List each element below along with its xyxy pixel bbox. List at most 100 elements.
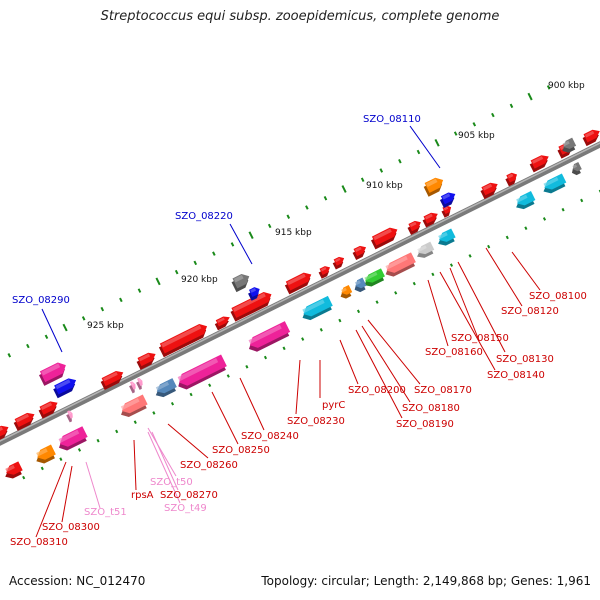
leader-line [339,339,359,385]
gene-sheen [138,378,141,382]
gene-label[interactable]: SZO_08120 [501,306,559,317]
gene-body [583,129,600,143]
ruler-label: 920 kbp [181,275,218,285]
trna-gene[interactable] [65,410,76,423]
gene-label[interactable]: SZO_08200 [348,385,406,396]
gene-sheen [373,228,392,241]
gene-label[interactable]: SZO_08270 [160,490,218,501]
reverse-gene[interactable] [435,228,457,248]
gene-label[interactable]: SZO_08300 [42,522,100,533]
outer-gene[interactable] [422,175,447,197]
reverse-gene[interactable] [33,444,58,467]
gene-label[interactable]: SZO_08180 [402,403,460,414]
ruler-tick [546,85,551,90]
trna-gene[interactable] [135,377,146,390]
ruler-tick [360,177,365,182]
outer-gene[interactable] [38,360,70,386]
reverse-gene[interactable] [351,277,368,294]
reverse-gene[interactable] [245,321,292,354]
reverse-gene[interactable] [361,268,386,289]
forward-gene[interactable] [479,180,501,200]
forward-gene[interactable] [351,244,369,261]
reverse-gene[interactable] [338,284,354,300]
forward-gene[interactable] [99,368,126,390]
gene-label[interactable]: SZO_08250 [212,445,270,456]
gene-label[interactable]: SZO_08290 [12,295,70,306]
leader-line [367,319,421,385]
gene-label[interactable]: SZO_08100 [529,291,587,302]
gene-label[interactable]: SZO_08310 [10,537,68,548]
reverse-gene[interactable] [174,354,228,392]
forward-gene[interactable] [528,153,552,173]
reverse-gene[interactable] [382,252,417,279]
gene-labels: SZO_08110 SZO_08220 SZO_08290 SZO_08100 … [10,114,587,548]
forward-gene[interactable] [0,423,12,444]
gene-label[interactable]: SZO_08140 [487,370,545,381]
ruler-tick [319,328,323,332]
gene-label[interactable]: SZO_08190 [396,419,454,430]
gene-label[interactable]: SZO_08130 [496,354,554,365]
reverse-gene[interactable] [513,191,537,212]
gene-sheen [531,156,544,164]
gene-label[interactable]: SZO_08230 [287,416,345,427]
outer-gene[interactable] [52,376,80,399]
forward-gene[interactable] [331,255,347,270]
reverse-gene[interactable] [299,295,334,323]
forward-gene[interactable] [317,264,333,279]
outer-gene[interactable] [439,190,459,209]
gene-label[interactable]: SZO_08260 [180,460,238,471]
ruler-tick [62,323,68,332]
reverse-gene[interactable] [152,378,178,400]
forward-gene[interactable] [581,127,600,147]
ruler-tick [509,103,514,109]
forward-gene[interactable] [135,350,159,370]
genome-backbone [0,141,600,446]
forward-gene[interactable] [37,399,61,419]
reverse-gene[interactable] [540,173,568,196]
leader-line [449,267,479,339]
gene-body [101,370,124,387]
gene-label[interactable]: SZO_t51 [84,507,127,518]
forward-gene[interactable] [284,270,315,295]
gene-body [424,177,444,193]
forward-gene[interactable] [213,314,232,331]
forward-gene[interactable] [421,210,441,228]
leader-line [355,329,403,419]
forward-gene[interactable] [406,219,424,235]
gene-label[interactable]: pyrC [322,400,345,411]
forward-gene[interactable] [504,171,520,187]
outer-gene[interactable] [559,137,577,155]
forward-gene[interactable] [370,225,401,250]
gene-label[interactable]: SZO_08170 [414,385,472,396]
ruler-tick [59,457,63,461]
leader-line [295,359,301,415]
ruler-tick [77,448,82,452]
reverse-gene[interactable] [569,161,583,177]
leader-line [85,461,101,509]
gene-label[interactable]: SZO_t50 [150,477,193,488]
forward-gene[interactable] [12,410,37,431]
reverse-gene[interactable] [117,394,149,419]
gene-label[interactable]: SZO_08220 [175,211,233,222]
reverse-gene[interactable] [55,426,89,453]
gene-label[interactable]: SZO_08240 [241,431,299,442]
gene-label[interactable]: rpsA [131,490,154,501]
gene-label[interactable]: SZO_08160 [425,347,483,358]
reverse-gene[interactable] [414,241,436,261]
trna-gene[interactable] [128,381,139,394]
ruler-tick [44,334,49,340]
outer-gene[interactable] [247,285,263,301]
outer-gene[interactable] [230,271,253,293]
forward-gene[interactable] [229,289,275,322]
gene-sheen [131,382,134,386]
ruler-tick [472,122,477,127]
ruler-tick [226,374,230,378]
gene-label[interactable]: SZO_08110 [363,114,421,125]
gene-label[interactable]: SZO_08150 [451,333,509,344]
gene-label[interactable]: SZO_t49 [164,503,207,514]
ruler-tick [356,309,361,314]
gene-sheen [102,371,118,382]
forward-gene[interactable] [158,321,211,358]
reverse-gene[interactable] [2,461,24,481]
